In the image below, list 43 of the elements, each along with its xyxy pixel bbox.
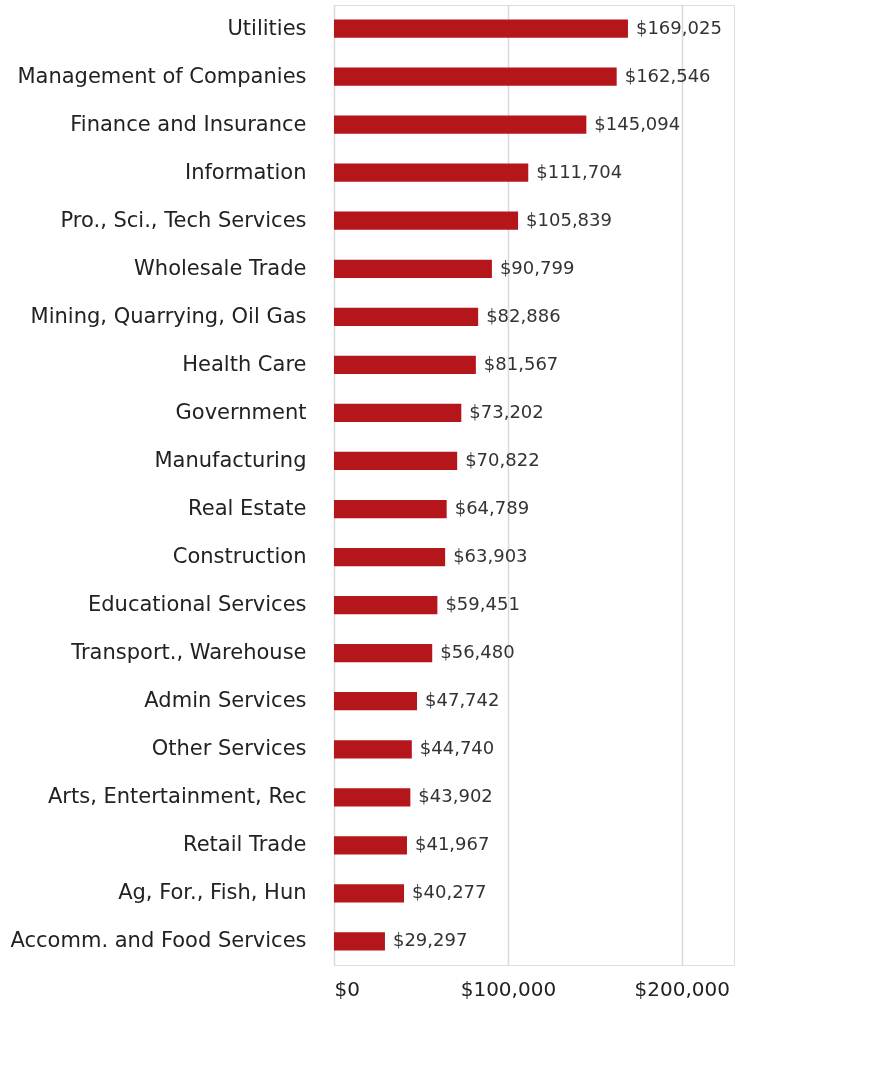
y-tick-label: Information <box>184 159 307 184</box>
y-tick-label: Other Services <box>151 736 307 761</box>
data-label: $47,742 <box>425 689 500 711</box>
y-tick-label: Construction <box>172 544 307 569</box>
y-tick-label: Health Care <box>182 351 307 376</box>
data-label: $40,277 <box>412 881 487 903</box>
y-tick-label: Wholesale Trade <box>134 255 307 280</box>
y-tick-label: Management of Companies <box>17 63 307 88</box>
y-tick-label: Retail Trade <box>182 832 307 857</box>
data-label: $82,886 <box>486 304 561 326</box>
y-tick-label: Arts, Entertainment, Rec <box>47 784 307 809</box>
data-label: $63,903 <box>453 545 528 567</box>
y-tick-label: Admin Services <box>144 688 307 713</box>
data-label: $29,297 <box>392 929 468 951</box>
data-label: $41,967 <box>414 833 490 855</box>
y-tick-label: Mining, Quarrying, Oil Gas <box>30 303 307 328</box>
x-tick-label: $100,000 <box>460 976 557 1001</box>
data-label: $70,822 <box>465 448 540 470</box>
y-tick-label: Finance and Insurance <box>70 111 307 136</box>
y-tick-label: Transport., Warehouse <box>70 640 307 665</box>
y-tick-label: Real Estate <box>188 496 307 521</box>
x-tick-label: $200,000 <box>634 976 731 1001</box>
data-label: $59,451 <box>445 593 520 615</box>
y-tick-label: Utilities <box>227 15 307 40</box>
data-label: $105,839 <box>526 208 612 230</box>
data-label: $44,740 <box>419 737 495 759</box>
data-label: $43,902 <box>418 785 493 807</box>
x-tick-label: $0 <box>334 976 360 1001</box>
data-label: $169,025 <box>635 16 722 38</box>
y-tick-label: Educational Services <box>88 592 307 617</box>
data-label: $111,704 <box>536 160 623 182</box>
data-label: $81,567 <box>483 352 559 374</box>
y-tick-label: Accomm. and Food Services <box>10 928 307 953</box>
y-tick-label: Ag, For., Fish, Hun <box>118 880 307 905</box>
y-tick-label: Manufacturing <box>154 447 307 472</box>
y-tick-label: Pro., Sci., Tech Services <box>60 207 307 232</box>
data-label: $64,789 <box>454 497 530 519</box>
y-tick-label: Government <box>175 399 307 424</box>
data-label: $162,546 <box>624 64 711 86</box>
data-label: $145,094 <box>594 112 681 134</box>
data-label: $56,480 <box>440 641 515 663</box>
data-label: $73,202 <box>469 400 544 422</box>
data-label: $90,799 <box>499 256 575 278</box>
